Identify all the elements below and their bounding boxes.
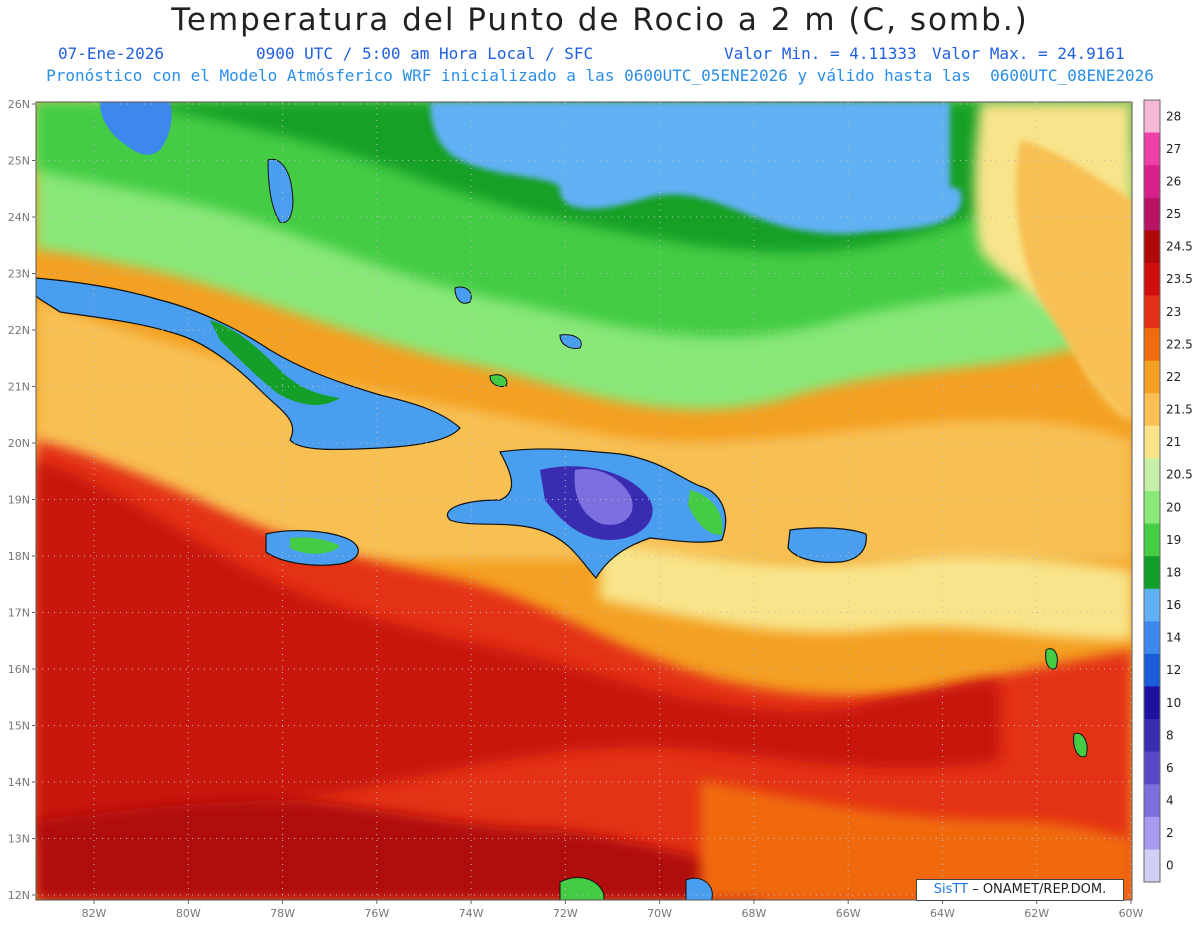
- colorbar-swatch: [1144, 458, 1160, 492]
- colorbar-swatch: [1144, 491, 1160, 525]
- lat-label: 20N: [8, 437, 30, 450]
- colorbar-swatch: [1144, 132, 1160, 166]
- colorbar-label: 10: [1166, 696, 1181, 710]
- lat-label: 17N: [8, 607, 30, 620]
- latitude-labels: 26N 25N 24N 23N 22N 21N 20N 19N 18N 17N 16N 15N 14N 1…: [8, 98, 30, 902]
- lat-label: 25N: [8, 155, 30, 168]
- lon-label: 62W: [1024, 907, 1049, 920]
- lon-label: 80W: [176, 907, 201, 920]
- longitude-labels: 82W 80W 78W 76W 74W 72W 70W 68W 66W 64W 62W 60W: [82, 907, 1144, 920]
- colorbar-label: 20.5: [1166, 468, 1193, 482]
- lon-label: 78W: [270, 907, 295, 920]
- colorbar-swatch: [1144, 816, 1160, 850]
- colorbar-label: 22.5: [1166, 337, 1193, 351]
- colorbar-label: 23: [1166, 305, 1181, 319]
- brand-logo-text: SisTT: [933, 882, 969, 897]
- colorbar-swatch: [1144, 165, 1160, 199]
- colorbar-label: 23.5: [1166, 272, 1193, 286]
- colorbar-label: 24.5: [1166, 240, 1193, 254]
- lon-label: 82W: [82, 907, 107, 920]
- forecast-time: 0900 UTC / 5:00 am Hora Local / SFC: [256, 44, 594, 63]
- colorbar-label: 14: [1166, 631, 1181, 645]
- colorbar-frame: [1143, 99, 1161, 883]
- colorbar-label: 28: [1166, 109, 1181, 123]
- lat-label: 15N: [8, 720, 30, 733]
- colorbar-swatch: [1144, 653, 1160, 687]
- min-value: Valor Min. = 4.11333: [724, 44, 917, 63]
- colorbar-swatch: [1144, 523, 1160, 557]
- colorbar-label: 20: [1166, 500, 1181, 514]
- colorbar-swatch: [1144, 849, 1160, 883]
- colorbar-label: 8: [1166, 728, 1174, 742]
- colorbar-label: 26: [1166, 174, 1181, 188]
- lat-label: 23N: [8, 268, 30, 281]
- colorbar-swatch: [1144, 719, 1160, 753]
- credit-text: – ONAMET/REP.DOM.: [968, 882, 1107, 897]
- colorbar-swatch: [1144, 197, 1160, 231]
- model-info-line: Pronóstico con el Modelo Atmósferico WRF…: [46, 66, 1154, 85]
- colorbar-label: 2: [1166, 826, 1174, 840]
- colorbar-label: 0: [1166, 859, 1174, 873]
- colorbar-label: 22: [1166, 370, 1181, 384]
- credit-box: SisTT – ONAMET/REP.DOM.: [916, 879, 1124, 901]
- colorbar-label: 21: [1166, 435, 1181, 449]
- lat-label: 18N: [8, 550, 30, 563]
- colorbar-swatch: [1144, 588, 1160, 622]
- colorbar-label: 21.5: [1166, 403, 1193, 417]
- colorbar-label: 25: [1166, 207, 1181, 221]
- max-value: Valor Max. = 24.9161: [932, 44, 1125, 63]
- lat-label: 14N: [8, 776, 30, 789]
- colorbar-swatch: [1144, 360, 1160, 394]
- colorbar-swatch: [1144, 328, 1160, 362]
- colorbar-swatch: [1144, 230, 1160, 264]
- lon-label: 68W: [741, 907, 766, 920]
- colorbar-label: 12: [1166, 663, 1181, 677]
- lat-label: 19N: [8, 494, 30, 507]
- lon-label: 60W: [1119, 907, 1144, 920]
- forecast-date: 07-Ene-2026: [58, 44, 164, 63]
- lat-label: 24N: [8, 211, 30, 224]
- lat-lon-grid: [32, 102, 1132, 904]
- colorbar-swatch: [1144, 556, 1160, 590]
- lat-label: 22N: [8, 324, 30, 337]
- lat-label: 26N: [8, 98, 30, 111]
- colorbar-swatch: [1144, 100, 1160, 134]
- map-title: Temperatura del Punto de Rocio a 2 m (C,…: [171, 2, 1029, 38]
- colorbar-swatch: [1144, 784, 1160, 818]
- colorbar-label: 18: [1166, 565, 1181, 579]
- colorbar-swatch: [1144, 621, 1160, 655]
- colorbar-swatch: [1144, 262, 1160, 296]
- lat-label: 21N: [8, 381, 30, 394]
- lat-label: 13N: [8, 833, 30, 846]
- colorbar-label: 27: [1166, 142, 1181, 156]
- lat-label: 16N: [8, 663, 30, 676]
- lon-label: 74W: [459, 907, 484, 920]
- lon-label: 70W: [647, 907, 672, 920]
- dewpoint-field: [36, 102, 1132, 900]
- lon-label: 76W: [364, 907, 389, 920]
- lon-label: 72W: [553, 907, 578, 920]
- colorbar-label: 16: [1166, 598, 1181, 612]
- colorbar-label: 6: [1166, 761, 1174, 775]
- colorbar: 2827262524.523.52322.52221.52120.5201918…: [1143, 99, 1193, 883]
- colorbar-label: 4: [1166, 794, 1174, 808]
- colorbar-swatch: [1144, 393, 1160, 427]
- colorbar-label: 19: [1166, 533, 1181, 547]
- colorbar-swatch: [1144, 751, 1160, 785]
- colorbar-swatch: [1144, 295, 1160, 329]
- lon-label: 64W: [930, 907, 955, 920]
- lon-label: 66W: [836, 907, 861, 920]
- colorbar-swatch: [1144, 425, 1160, 459]
- lat-label: 12N: [8, 889, 30, 902]
- colorbar-swatch: [1144, 686, 1160, 720]
